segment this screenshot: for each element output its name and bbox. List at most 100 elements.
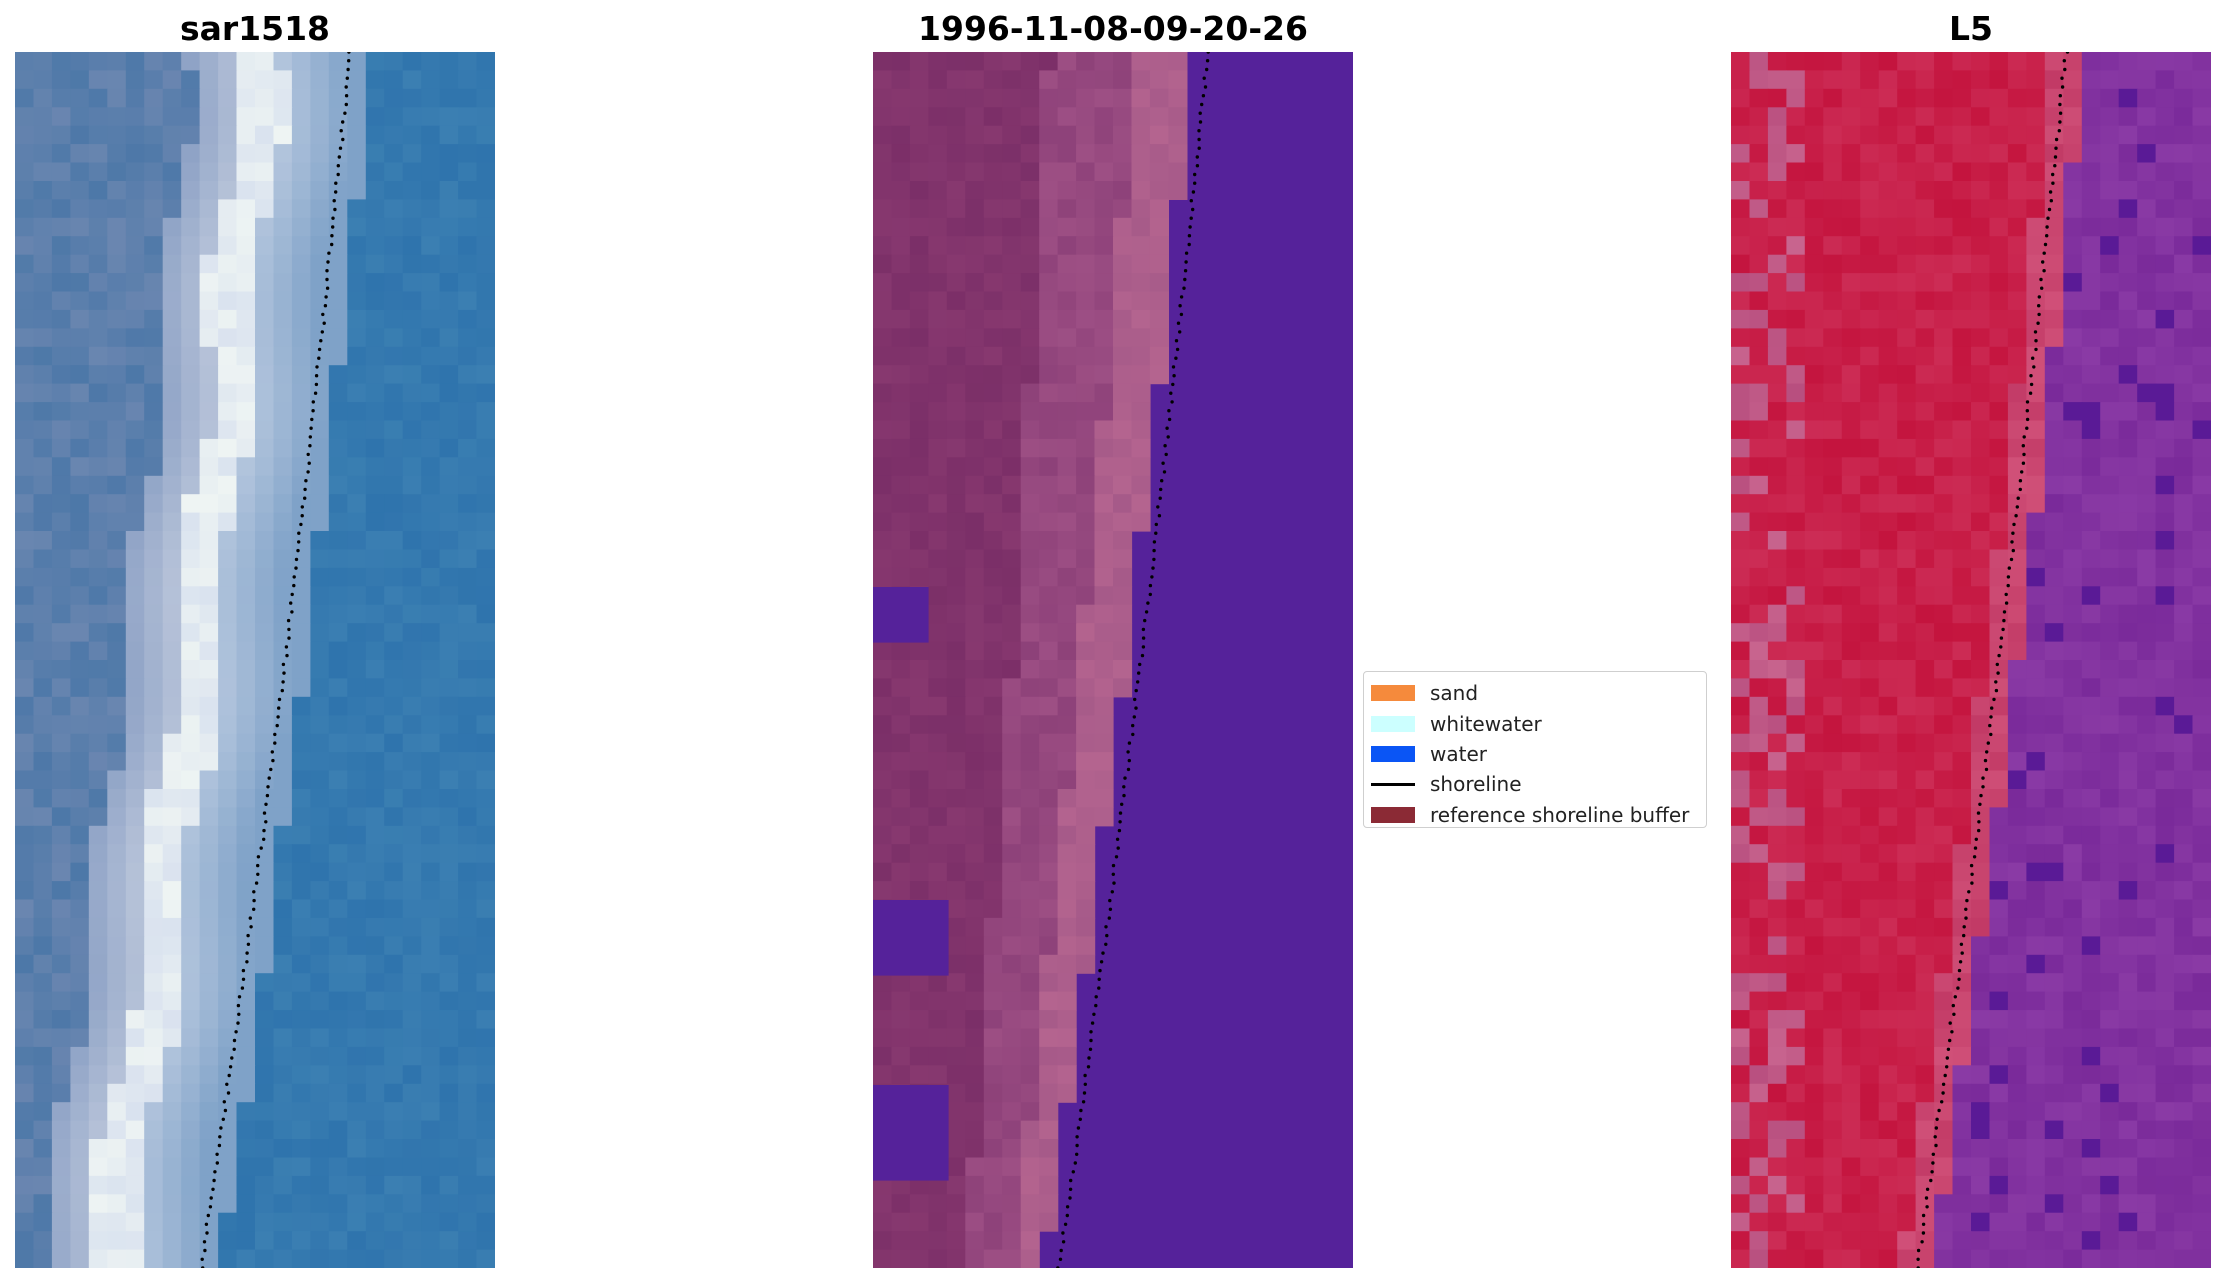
shoreline-dot — [1092, 1012, 1096, 1016]
shoreline-dot — [1081, 1100, 1086, 1104]
shoreline-dot — [1123, 776, 1127, 780]
shoreline-dot — [2039, 277, 2043, 282]
shoreline-dot — [1162, 470, 1167, 474]
shoreline-dot — [1941, 1082, 1946, 1087]
shoreline-dot — [1146, 601, 1150, 605]
shoreline-dot — [1088, 1047, 1093, 1051]
shoreline-dot — [215, 1152, 219, 1157]
shoreline-dot — [2007, 566, 2011, 570]
shoreline-dot — [226, 1091, 231, 1095]
shoreline-dot — [1157, 514, 1162, 518]
shoreline-dot — [1179, 295, 1184, 299]
shoreline-dot — [1920, 1240, 1924, 1244]
shoreline-dot — [1931, 1152, 1935, 1157]
shoreline-dot — [314, 374, 319, 378]
shoreline-dot — [232, 1038, 237, 1043]
legend: sand whitewater water shoreline referenc… — [1363, 671, 1707, 828]
shoreline-dot — [2021, 461, 2026, 465]
shoreline-dot — [1150, 575, 1154, 579]
shoreline-dot — [275, 723, 279, 728]
shoreline-dot — [209, 1196, 213, 1200]
shoreline-dot — [1167, 409, 1171, 413]
shoreline-dot — [1097, 986, 1101, 990]
shoreline-dot — [321, 312, 325, 317]
shoreline-dot — [1073, 1161, 1077, 1165]
shoreline-dot — [1198, 111, 1202, 115]
shoreline-dot — [228, 1065, 233, 1069]
shoreline-dot — [1969, 863, 1974, 868]
shoreline-dot — [1120, 802, 1124, 806]
shoreline-dot — [201, 1266, 205, 1268]
shoreline-dot — [1154, 522, 1158, 527]
shoreline-dot — [236, 1021, 240, 1025]
shoreline-dot — [1075, 1143, 1079, 1148]
shoreline-dot — [266, 785, 270, 789]
shoreline-dot — [294, 557, 299, 562]
shoreline-dot — [1916, 1257, 1920, 1262]
shoreline-dot — [1140, 653, 1145, 658]
shoreline-dot — [1094, 1003, 1098, 1008]
shoreline-dot — [307, 461, 311, 465]
shoreline-dot — [1117, 828, 1122, 833]
shoreline-dot — [1068, 1196, 1072, 1200]
panel-title-right: L5 — [1949, 9, 1993, 48]
shoreline-dot — [1195, 155, 1199, 159]
shoreline-dot — [346, 67, 350, 72]
shoreline-dot — [267, 776, 271, 780]
shoreline-dot — [2014, 514, 2018, 518]
shoreline-dot — [296, 548, 300, 553]
shoreline-dot — [1141, 645, 1146, 649]
shoreline-dot — [276, 715, 280, 719]
legend-item-whitewater: whitewater — [1364, 708, 1706, 738]
shoreline-dot — [2049, 199, 2053, 203]
shoreline-dot — [2016, 496, 2020, 500]
shoreline-dot — [213, 1170, 217, 1174]
shoreline-dot — [344, 85, 348, 89]
shoreline-dot — [1953, 995, 1957, 999]
shoreline-dot — [1166, 435, 1170, 439]
shoreline-dot — [206, 1213, 210, 1218]
shoreline-dot — [2022, 435, 2026, 439]
shoreline-dot — [2062, 59, 2066, 63]
shoreline-dot — [2032, 365, 2036, 369]
shoreline-dot — [1957, 968, 1962, 973]
shoreline-dot — [1136, 680, 1140, 684]
shoreline-dot — [2012, 522, 2016, 527]
shoreline-dot — [2046, 216, 2050, 220]
shoreline-dot — [1169, 391, 1173, 395]
shoreline-dot — [2058, 111, 2063, 115]
shoreline-dot — [241, 968, 246, 973]
shoreline-dot — [2002, 618, 2006, 623]
shoreline-dot — [1198, 120, 1203, 124]
shoreline-dot — [203, 1248, 207, 1253]
shoreline-dot — [331, 225, 335, 229]
shoreline-dot — [1964, 916, 1968, 920]
shoreline-dot — [341, 137, 345, 142]
shoreline-dot — [256, 863, 260, 868]
shoreline-dot — [339, 129, 343, 133]
shoreline-dot — [333, 207, 337, 212]
shoreline-dot — [289, 601, 293, 605]
shoreline-dot — [1984, 767, 1989, 772]
shoreline-dot — [2029, 374, 2033, 378]
shoreline-dot — [284, 645, 289, 649]
shoreline-dot — [262, 811, 267, 815]
shoreline-dot — [202, 1240, 207, 1244]
shoreline-dot — [280, 688, 284, 693]
shoreline-dot — [308, 435, 312, 439]
shoreline-dot — [1203, 85, 1208, 89]
shoreline-dot — [1108, 898, 1112, 903]
shoreline-dot — [2037, 312, 2041, 317]
shoreline-dot — [2034, 347, 2038, 352]
shoreline-dot — [1189, 216, 1193, 220]
legend-item-shoreline: shoreline — [1364, 769, 1706, 799]
shoreline-dot — [310, 417, 314, 422]
shoreline-dot — [1205, 67, 1209, 72]
shoreline-dot — [1174, 356, 1178, 360]
shoreline-dot — [1061, 1240, 1066, 1244]
shoreline-dot — [344, 94, 349, 98]
shoreline-dot — [269, 767, 273, 772]
shoreline-dot — [1059, 1248, 1063, 1253]
shoreline-dot — [245, 951, 249, 955]
shoreline-dot — [306, 452, 310, 457]
